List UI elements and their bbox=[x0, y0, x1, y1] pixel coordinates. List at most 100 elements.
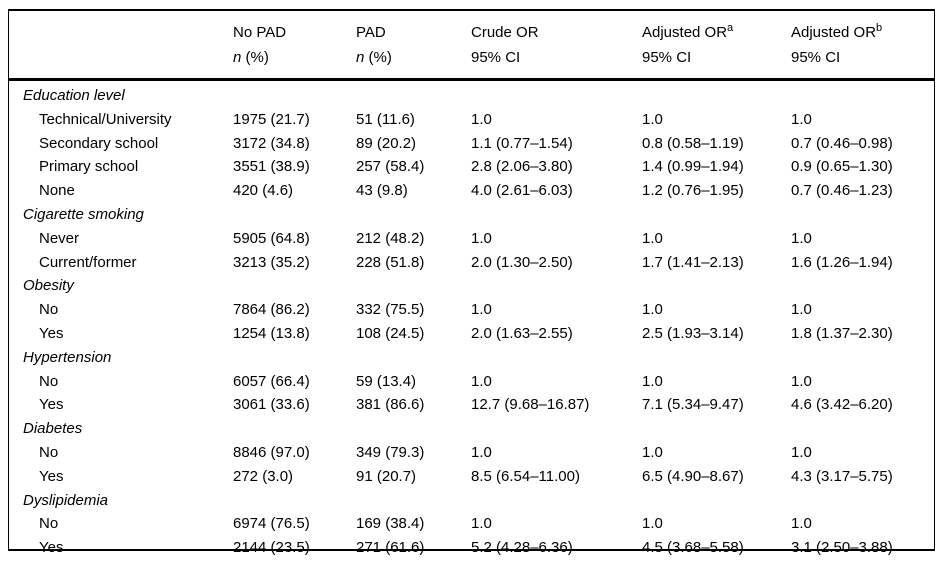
table-row: Secondary school 3172 (34.8) 89 (20.2) 1… bbox=[9, 132, 934, 156]
col-header-crude-or: Crude OR 95% CI bbox=[471, 11, 642, 81]
adj-or-a-cell: 7.1 (5.34–9.47) bbox=[642, 396, 744, 414]
adj-or-a-cell: 1.0 bbox=[642, 515, 663, 533]
no-pad-cell: 3061 (33.6) bbox=[233, 396, 310, 414]
col-header-empty bbox=[9, 11, 233, 81]
col-title: Crude OR bbox=[471, 24, 539, 41]
adj-or-b-cell: 0.9 (0.65–1.30) bbox=[791, 158, 893, 176]
no-pad-cell: 6057 (66.4) bbox=[233, 372, 310, 390]
adj-or-b-cell: 1.0 bbox=[791, 372, 812, 390]
row-label: None bbox=[39, 182, 75, 200]
odds-ratio-table-frame: No PAD n (%) PAD n (%) Crude OR 95% CI A… bbox=[8, 9, 935, 556]
adj-or-b-cell: 0.7 (0.46–1.23) bbox=[791, 182, 893, 200]
pad-cell: 349 (79.3) bbox=[356, 443, 425, 461]
crude-or-cell: 1.0 bbox=[471, 372, 492, 390]
section-row: Hypertension bbox=[9, 346, 934, 370]
table-row: Yes 3061 (33.6) 381 (86.6) 12.7 (9.68–16… bbox=[9, 393, 934, 417]
crude-or-cell: 1.0 bbox=[471, 443, 492, 461]
pad-cell: 257 (58.4) bbox=[356, 158, 425, 176]
section-label: Hypertension bbox=[23, 348, 112, 366]
pad-cell: 212 (48.2) bbox=[356, 229, 425, 247]
table-row: Yes 272 (3.0) 91 (20.7) 8.5 (6.54–11.00)… bbox=[9, 465, 934, 489]
adj-or-a-cell: 4.5 (3.68–5.58) bbox=[642, 539, 744, 557]
crude-or-cell: 1.0 bbox=[471, 301, 492, 319]
crude-or-cell: 1.0 bbox=[471, 110, 492, 128]
no-pad-cell: 2144 (23.5) bbox=[233, 539, 310, 557]
section-label: Diabetes bbox=[23, 420, 83, 438]
no-pad-cell: 3213 (35.2) bbox=[233, 253, 310, 271]
odds-ratio-table: No PAD n (%) PAD n (%) Crude OR 95% CI A… bbox=[9, 11, 934, 560]
adj-or-b-cell: 1.0 bbox=[791, 229, 812, 247]
col-title: PAD bbox=[356, 24, 386, 41]
adj-or-b-cell: 1.6 (1.26–1.94) bbox=[791, 253, 893, 271]
row-label: Secondary school bbox=[39, 134, 159, 152]
adj-or-b-cell: 1.8 (1.37–2.30) bbox=[791, 324, 893, 342]
pad-cell: 381 (86.6) bbox=[356, 396, 425, 414]
table-row: No 7864 (86.2) 332 (75.5) 1.0 1.0 1.0 bbox=[9, 298, 934, 322]
row-label: No bbox=[39, 515, 59, 533]
table-row: None 420 (4.6) 43 (9.8) 4.0 (2.61–6.03) … bbox=[9, 179, 934, 203]
table-header: No PAD n (%) PAD n (%) Crude OR 95% CI A… bbox=[9, 11, 934, 81]
no-pad-cell: 7864 (86.2) bbox=[233, 301, 310, 319]
no-pad-cell: 5905 (64.8) bbox=[233, 229, 310, 247]
adj-or-a-cell: 6.5 (4.90–8.67) bbox=[642, 467, 744, 485]
no-pad-cell: 6974 (76.5) bbox=[233, 515, 310, 533]
adj-or-a-cell: 1.2 (0.76–1.95) bbox=[642, 182, 744, 200]
section-label: Dyslipidemia bbox=[23, 491, 109, 509]
col-header-pad: PAD n (%) bbox=[356, 11, 471, 81]
table-row: Yes 1254 (13.8) 108 (24.5) 2.0 (1.63–2.5… bbox=[9, 322, 934, 346]
adj-or-a-cell: 2.5 (1.93–3.14) bbox=[642, 324, 744, 342]
row-label: Yes bbox=[39, 467, 64, 485]
row-label: No bbox=[39, 443, 59, 461]
adj-or-b-cell: 1.0 bbox=[791, 110, 812, 128]
col-subtitle: 95% CI bbox=[642, 49, 692, 66]
no-pad-cell: 8846 (97.0) bbox=[233, 443, 310, 461]
adj-or-a-cell: 1.0 bbox=[642, 372, 663, 390]
adj-or-b-cell: 1.0 bbox=[791, 515, 812, 533]
col-title: Adjusted ORa bbox=[642, 22, 734, 42]
adj-or-a-cell: 1.0 bbox=[642, 301, 663, 319]
pad-cell: 89 (20.2) bbox=[356, 134, 417, 152]
col-subtitle: 95% CI bbox=[471, 49, 521, 66]
table-row: No 8846 (97.0) 349 (79.3) 1.0 1.0 1.0 bbox=[9, 441, 934, 465]
row-label: Yes bbox=[39, 539, 64, 557]
adj-or-b-cell: 4.3 (3.17–5.75) bbox=[791, 467, 893, 485]
col-title: No PAD bbox=[233, 24, 287, 41]
no-pad-cell: 1975 (21.7) bbox=[233, 110, 310, 128]
col-header-adjusted-or-b: Adjusted ORb 95% CI bbox=[791, 11, 934, 81]
col-subtitle: n (%) bbox=[356, 49, 392, 66]
row-label: No bbox=[39, 372, 59, 390]
table-body: Education level Technical/University 197… bbox=[9, 80, 934, 560]
adj-or-a-cell: 1.0 bbox=[642, 110, 663, 128]
adj-or-b-cell: 1.0 bbox=[791, 301, 812, 319]
col-subtitle: n (%) bbox=[233, 49, 269, 66]
no-pad-cell: 1254 (13.8) bbox=[233, 324, 310, 342]
crude-or-cell: 8.5 (6.54–11.00) bbox=[471, 467, 580, 485]
crude-or-cell: 1.1 (0.77–1.54) bbox=[471, 134, 573, 152]
pad-cell: 228 (51.8) bbox=[356, 253, 425, 271]
crude-or-cell: 2.0 (1.63–2.55) bbox=[471, 324, 573, 342]
pad-cell: 108 (24.5) bbox=[356, 324, 425, 342]
table-row: Primary school 3551 (38.9) 257 (58.4) 2.… bbox=[9, 155, 934, 179]
no-pad-cell: 3172 (34.8) bbox=[233, 134, 310, 152]
adj-or-a-cell: 1.0 bbox=[642, 443, 663, 461]
section-label: Cigarette smoking bbox=[23, 205, 144, 223]
row-label: Never bbox=[39, 229, 80, 247]
adj-or-b-cell: 1.0 bbox=[791, 443, 812, 461]
row-label: Primary school bbox=[39, 158, 139, 176]
no-pad-cell: 272 (3.0) bbox=[233, 467, 294, 485]
no-pad-cell: 420 (4.6) bbox=[233, 182, 294, 200]
crude-or-cell: 1.0 bbox=[471, 515, 492, 533]
table-row: Yes 2144 (23.5) 271 (61.6) 5.2 (4.28–6.3… bbox=[9, 536, 934, 560]
section-label: Education level bbox=[23, 87, 125, 104]
adj-or-a-cell: 1.0 bbox=[642, 229, 663, 247]
adj-or-b-cell: 0.7 (0.46–0.98) bbox=[791, 134, 893, 152]
row-label: Technical/University bbox=[39, 110, 172, 128]
pad-cell: 59 (13.4) bbox=[356, 372, 417, 390]
table-row: No 6057 (66.4) 59 (13.4) 1.0 1.0 1.0 bbox=[9, 370, 934, 394]
adj-or-a-cell: 0.8 (0.58–1.19) bbox=[642, 134, 744, 152]
crude-or-cell: 2.0 (1.30–2.50) bbox=[471, 253, 573, 271]
row-label: Current/former bbox=[39, 253, 137, 271]
header-row: No PAD n (%) PAD n (%) Crude OR 95% CI A… bbox=[9, 11, 934, 81]
pad-cell: 43 (9.8) bbox=[356, 182, 408, 200]
